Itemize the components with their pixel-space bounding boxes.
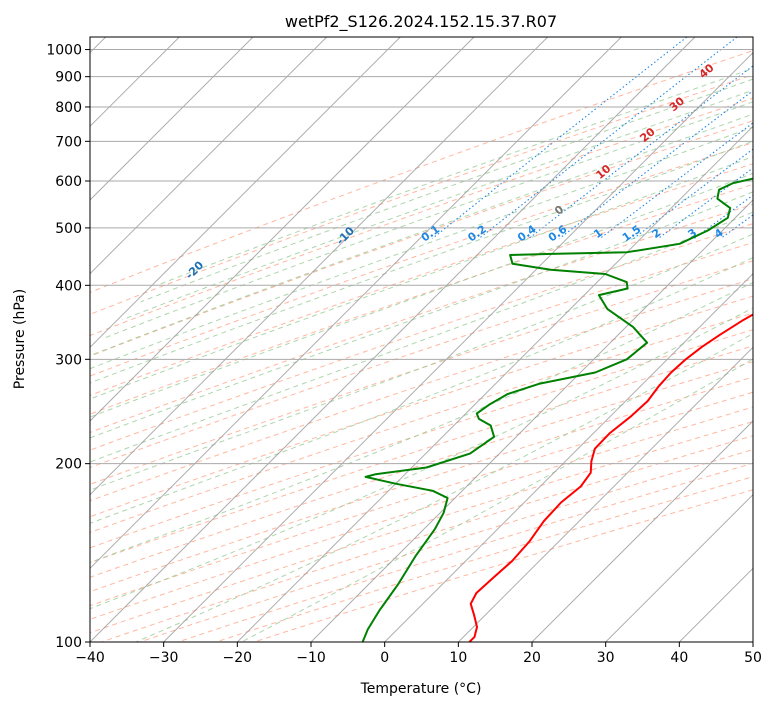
dry-adiabat-line (90, 376, 753, 593)
isotherm-line (90, 37, 328, 275)
y-tick-label: 200 (55, 457, 82, 473)
dry-adiabat-line (90, 50, 753, 293)
isotherm-line (90, 37, 475, 422)
dry-adiabat-line (90, 223, 753, 451)
dry-adiabat-line (90, 391, 753, 607)
y-tick-label: 300 (55, 352, 82, 368)
skewed-isotherms (90, 37, 753, 642)
x-tick-label: 20 (523, 650, 541, 666)
dry-adiabat-line (90, 345, 753, 564)
y-axis-ticks: 100 200 300 400 500 600 700 800 900 1000 (46, 43, 90, 651)
x-tick-label: 50 (744, 650, 762, 666)
dry-adiabat-line (90, 421, 753, 634)
pressure-gridlines (90, 49, 753, 642)
isotherm-line (384, 272, 753, 642)
dry-adiabat-line (90, 74, 753, 315)
dry-adiabat-line (90, 295, 753, 518)
moist-adiabat-line (122, 89, 753, 321)
profile-series (361, 177, 753, 642)
y-tick-label: 1000 (46, 43, 82, 59)
moist-adiabat-line (90, 281, 753, 564)
x-axis-title: Temperature (°C) (360, 681, 482, 697)
mixing-ratio-line (559, 90, 753, 239)
isotherm-line (90, 37, 254, 201)
isotherm-line (457, 346, 753, 642)
moist-adiabat-line (90, 113, 753, 357)
x-tick-label: 0 (380, 650, 389, 666)
dry-adiabat-line (90, 241, 753, 469)
moist-adiabat-line (241, 358, 753, 642)
chart-title: wetPf2_S126.2024.152.15.37.R07 (285, 12, 557, 32)
moist-adiabat-line (135, 333, 753, 642)
dry-adiabat-line (90, 183, 753, 415)
x-tick-label: 40 (670, 650, 688, 666)
x-tick-label: 30 (597, 650, 615, 666)
dry-adiabat-line (90, 203, 753, 433)
mixing-ratio-label: 1.5 (620, 223, 643, 245)
isotherm-line (678, 567, 753, 642)
mixing-ratio-label: 0.1 (419, 223, 442, 245)
x-tick-label: −40 (75, 650, 105, 666)
dry-adiabat-line (90, 97, 753, 337)
dry-adiabat-line (90, 312, 753, 534)
y-tick-label: 600 (55, 174, 82, 190)
dry-adiabat-line (177, 462, 753, 642)
y-tick-label: 500 (55, 221, 82, 237)
mixing-ratio-lines (432, 37, 775, 239)
x-tick-label: −10 (296, 650, 326, 666)
dry-adiabat-line (254, 489, 753, 642)
moist-adiabat-line (90, 211, 753, 463)
moist-adiabat-line (90, 257, 753, 524)
x-axis-ticks: −40 −30 −20 −10 0 10 20 30 40 50 (75, 642, 762, 666)
dry-adiabats (90, 50, 753, 642)
dry-adiabat-line (90, 260, 753, 485)
y-axis-title: Pressure (hPa) (12, 289, 28, 389)
plot-frame (89, 36, 754, 643)
dewpoint-profile-line (361, 177, 753, 642)
isotherm-line (90, 37, 401, 349)
isotherm-line (531, 420, 753, 642)
y-tick-label: 400 (55, 278, 82, 294)
mixing-ratio-line (478, 37, 738, 239)
dry-adiabat-line (90, 278, 753, 502)
mixing-ratio-label: 0.2 (465, 223, 488, 245)
moist-adiabat-line (90, 140, 753, 384)
moist-adiabats (90, 67, 753, 642)
isotherm-line (90, 37, 696, 642)
moist-adiabat-line (90, 156, 753, 400)
isotherm-line (605, 493, 753, 642)
dry-adiabat-line (90, 120, 753, 357)
x-tick-label: −30 (149, 650, 179, 666)
x-tick-label: −20 (223, 650, 253, 666)
moist-adiabat-line (90, 126, 753, 370)
dry-adiabat-line (90, 163, 753, 396)
y-tick-label: 700 (55, 134, 82, 150)
dry-adiabat-line (90, 142, 753, 377)
x-tick-label: 10 (449, 650, 467, 666)
dry-adiabat-line (101, 435, 753, 642)
y-tick-label: 900 (55, 70, 82, 86)
y-tick-label: 100 (55, 635, 82, 651)
isotherm-line (90, 37, 549, 496)
dry-adiabat-line (90, 361, 753, 578)
mixing-ratio-label: 6 (751, 226, 765, 241)
isotherm-line (163, 51, 753, 642)
moist-adiabat-label: 0 (552, 203, 566, 218)
isotherm-line (90, 37, 622, 570)
moist-adiabat-line (140, 78, 753, 303)
moist-adiabat-line (90, 233, 753, 491)
mixing-ratio-line (760, 37, 775, 238)
moist-adiabat-line (102, 101, 753, 340)
isotherm-line (752, 641, 753, 642)
dry-adiabat-label: -30 (35, 295, 58, 318)
y-tick-label: 800 (55, 100, 82, 116)
isotherm-line (310, 199, 753, 642)
dry-adiabat-line (90, 329, 753, 549)
isotherm-line (236, 125, 753, 642)
mixing-ratio-line (658, 167, 753, 239)
moist-adiabat-line (90, 307, 753, 610)
moist-adiabat-line (90, 172, 753, 418)
temperature-profile-line (468, 313, 753, 642)
